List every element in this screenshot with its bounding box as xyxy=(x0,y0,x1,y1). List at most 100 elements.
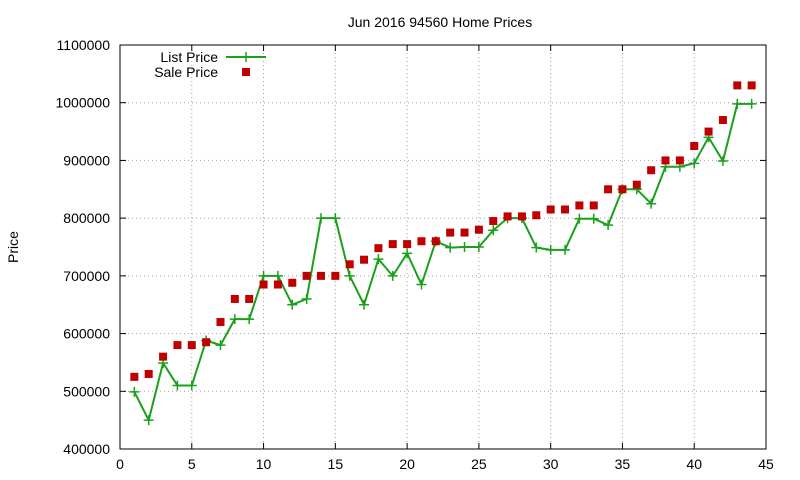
list-price-point xyxy=(473,242,484,252)
sale-price-point xyxy=(446,228,455,237)
list-price-point xyxy=(244,314,255,325)
list-price-point xyxy=(689,158,700,169)
y-tick-label: 500000 xyxy=(63,383,110,399)
list-price-point xyxy=(186,380,197,391)
sale-price-point xyxy=(187,341,196,350)
list-price-point xyxy=(315,213,326,224)
list-price-line xyxy=(133,102,752,422)
axis-ticks xyxy=(119,44,767,450)
x-tick-label: 15 xyxy=(328,456,344,472)
sale-price-point xyxy=(159,352,168,361)
list-price-point xyxy=(603,220,614,231)
sale-price-point xyxy=(173,341,182,350)
list-price-point xyxy=(359,299,370,310)
sale-price-point xyxy=(288,278,297,287)
sale-price-point xyxy=(675,156,684,165)
sale-price-point xyxy=(202,338,211,347)
sale-price-point xyxy=(546,205,555,214)
sale-price-point xyxy=(532,211,541,220)
list-price-point xyxy=(330,213,341,224)
y-axis-label: Price xyxy=(5,231,21,263)
sale-price-point xyxy=(345,260,354,269)
list-price-point xyxy=(373,254,384,265)
x-tick-label: 25 xyxy=(471,456,487,472)
list-price-point xyxy=(746,98,757,109)
x-tick-label: 45 xyxy=(758,456,774,472)
sale-price-point xyxy=(144,369,153,378)
legend-label-list-price: List Price xyxy=(160,49,218,65)
sale-price-point xyxy=(747,81,756,90)
x-tick-label: 0 xyxy=(116,456,124,472)
list-price-point xyxy=(646,198,657,209)
sale-price-point xyxy=(273,280,282,289)
sale-price-point xyxy=(403,240,412,249)
list-price-point xyxy=(732,98,743,109)
sale-price-point xyxy=(604,185,613,194)
plot-frame xyxy=(119,44,767,450)
tick-labels: 0 5 10 15 20 25 30 35 40 45 400000 500000 600000 7000… xyxy=(55,37,774,472)
list-price-point xyxy=(488,225,499,236)
sale-price-point xyxy=(575,201,584,210)
sale-price-point xyxy=(561,205,570,214)
list-price-point xyxy=(229,314,240,325)
sale-price-point xyxy=(517,212,526,221)
y-tick-label: 600000 xyxy=(63,326,110,342)
sale-price-point xyxy=(331,271,340,280)
sale-price-point xyxy=(589,201,598,210)
list-price-point xyxy=(287,299,298,310)
list-price-point xyxy=(445,242,456,253)
y-tick-label: 900000 xyxy=(63,152,110,168)
sale-price-point xyxy=(489,217,498,226)
sale-price-point xyxy=(245,294,254,303)
list-price-point xyxy=(560,244,571,255)
list-price-point xyxy=(588,213,599,224)
sale-price-point xyxy=(230,294,239,303)
list-price-point xyxy=(272,270,283,281)
legend-marker-list-price xyxy=(241,52,251,62)
legend-label-sale-price: Sale Price xyxy=(154,64,218,80)
sale-price-point xyxy=(374,244,383,253)
x-tick-label: 10 xyxy=(256,456,272,472)
sale-price-point xyxy=(704,127,713,136)
sale-price-point xyxy=(618,185,627,194)
x-tick-label: 35 xyxy=(615,456,631,472)
sale-price-point xyxy=(474,225,483,234)
list-price-point xyxy=(545,244,556,255)
legend-marker-sale-price xyxy=(242,68,250,76)
sale-price-point xyxy=(360,255,369,264)
sale-price-point xyxy=(316,271,325,280)
x-tick-label: 40 xyxy=(686,456,702,472)
sale-price-point xyxy=(388,240,397,249)
y-tick-label: 400000 xyxy=(63,441,110,457)
x-tick-label: 5 xyxy=(188,456,196,472)
x-tick-label: 30 xyxy=(543,456,559,472)
sale-price-point xyxy=(302,271,311,280)
list-price-point xyxy=(258,270,269,281)
legend: List Price Sale Price xyxy=(154,49,266,80)
sale-price-point xyxy=(259,280,268,289)
list-price-point xyxy=(416,279,427,290)
grid-lines xyxy=(120,45,766,449)
sale-price-point xyxy=(632,180,641,189)
sale-price-point xyxy=(661,156,670,165)
list-price-point xyxy=(459,242,470,252)
list-price-point xyxy=(531,242,542,253)
series xyxy=(129,81,757,426)
sale-price-point xyxy=(647,166,656,175)
sale-price-point xyxy=(503,212,512,221)
x-tick-label: 20 xyxy=(399,456,415,472)
list-price-point xyxy=(129,386,140,397)
sale-price-point xyxy=(733,81,742,90)
list-price-point xyxy=(387,270,398,281)
sale-price-point xyxy=(417,237,426,246)
list-price-point xyxy=(215,340,226,351)
list-price-point xyxy=(301,293,312,304)
list-price-point xyxy=(172,380,183,391)
sale-price-point xyxy=(718,116,727,125)
sale-price-point xyxy=(431,237,440,246)
list-price-point xyxy=(344,270,355,281)
sale-price-point xyxy=(130,372,139,381)
y-tick-label: 1100000 xyxy=(57,37,111,53)
y-tick-label: 1000000 xyxy=(55,95,110,111)
